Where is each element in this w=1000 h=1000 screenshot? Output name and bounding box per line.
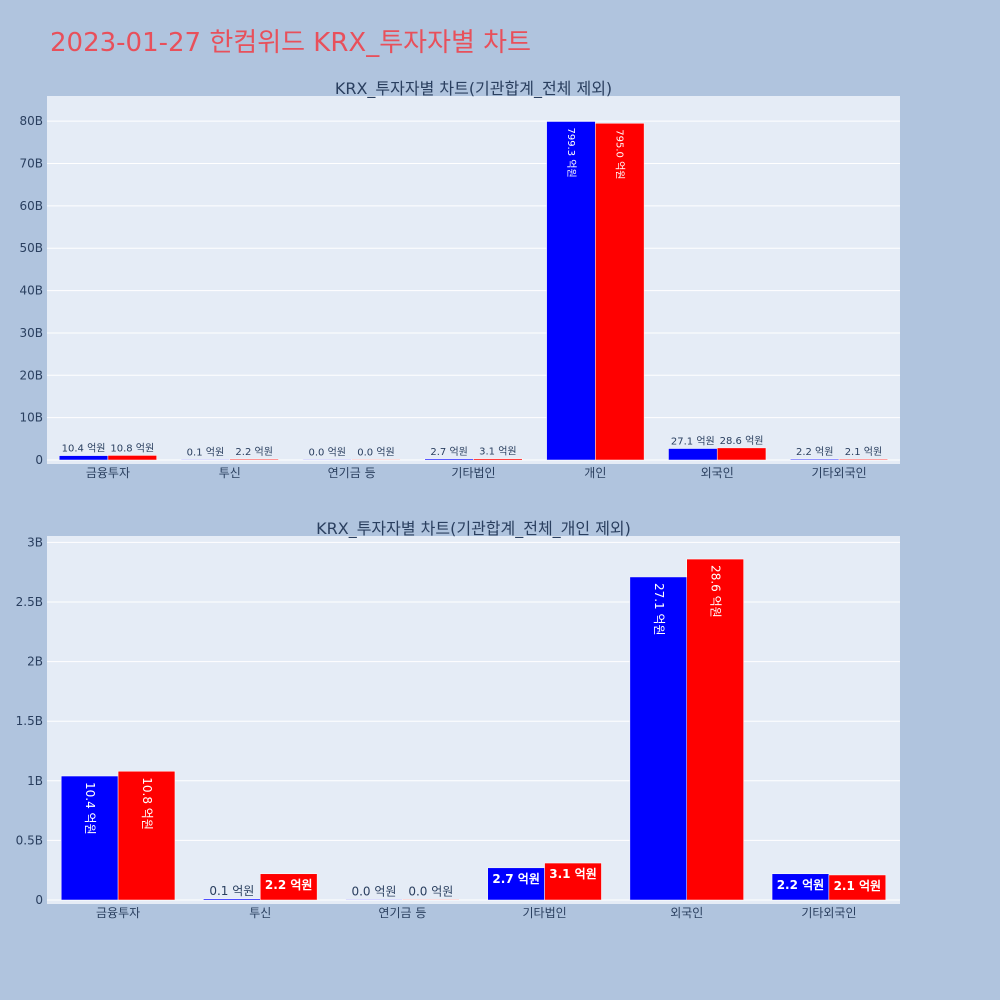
bar [544,862,602,901]
y-tick-label: 2.5B [16,595,43,609]
data-label: 10.8 억원 [140,777,154,830]
y-tick-label: 10B [19,411,43,425]
y-tick-label: 2B [27,655,43,669]
y-tick-label: 3B [27,535,43,549]
y-tick-label: 0 [35,893,43,907]
data-label: 28.6 억원 [709,565,723,618]
bar [58,455,109,461]
data-label: 2.2 억원 [265,878,313,892]
y-tick-label: 70B [19,157,43,171]
data-label: 0.1 억원 [187,446,224,458]
y-tick-label: 1B [27,774,43,788]
data-label: 2.7 억원 [492,872,540,886]
chart-2: 0 0.5B 1B 1.5B 2B 2.5B 3B KRX_투자자별 차트(기관합계_전체_개… [16,519,900,920]
data-label: 2.7 억원 [430,446,467,458]
y-tick-label: 0.5B [16,833,43,847]
data-label: 10.4 억원 [83,782,97,835]
y-tick-label: 50B [19,241,43,255]
y-tick-label: 30B [19,326,43,340]
y-tick-label: 0 [35,453,43,467]
data-label: 799.3 억원 [565,127,577,177]
bar [487,867,545,901]
data-label: 10.8 억원 [110,442,154,454]
bar [351,459,401,461]
x-tick-label: 개인 [584,466,606,480]
data-label: 2.2 억원 [235,446,272,458]
x-tick-label: 금융투자 [96,906,140,920]
bar [546,121,596,461]
data-label: 2.1 억원 [845,446,882,458]
x-tick-label: 연기금 등 [378,906,426,920]
bar [117,771,176,901]
x-tick-label: 기타외국인 [801,906,856,920]
bar [716,447,767,461]
x-tick-label: 기타법인 [451,466,495,480]
bar [302,459,352,461]
x-tick-label: 기타외국인 [811,466,866,480]
data-label: 0.0 억원 [351,884,396,898]
bar [828,874,887,901]
bar [686,558,744,901]
data-label: 27.1 억원 [671,436,715,448]
bar [345,899,403,901]
y-tick-label: 40B [19,284,43,298]
bar [180,459,231,461]
x-tick-label: 외국인 [701,466,734,480]
bar [668,448,718,461]
bar [790,458,840,461]
bar [203,898,261,901]
x-tick-label: 금융투자 [86,466,130,480]
plot-area [47,96,900,464]
data-label: 3.1 억원 [549,867,597,881]
bar [229,458,279,461]
data-label: 27.1 억원 [652,583,666,636]
bar [424,458,474,461]
data-label: 0.0 억원 [357,446,394,458]
x-tick-label: 투신 [219,466,241,480]
data-label: 10.4 억원 [62,443,106,455]
bar [107,455,157,461]
data-label: 0.0 억원 [408,884,453,898]
data-label: 2.2 억원 [777,878,825,892]
bar [771,873,830,901]
chart-title: KRX_투자자별 차트(기관합계_전체 제외) [335,79,612,99]
x-tick-label: 투신 [249,906,271,920]
data-label: 0.0 억원 [309,446,346,458]
y-tick-label: 80B [19,114,43,128]
bar [260,873,318,901]
bar [402,899,460,901]
bar [838,458,889,461]
data-label: 3.1 억원 [479,446,516,458]
bar [473,458,523,461]
page-title: 2023-01-27 한컴위드 KRX_투자자별 차트 [50,28,532,58]
y-tick-label: 20B [19,368,43,382]
data-label: 2.1 억원 [834,879,882,893]
data-label: 795.0 억원 [614,129,626,179]
x-tick-label: 외국인 [670,906,703,920]
data-label: 2.2 억원 [796,446,833,458]
chart-title: KRX_투자자별 차트(기관합계_전체_개인 제외) [316,519,631,539]
data-label: 28.6 억원 [720,435,764,447]
x-tick-label: 기타법인 [522,906,566,920]
x-tick-label: 연기금 등 [328,466,376,480]
y-tick-label: 1.5B [16,714,43,728]
bar [60,775,119,901]
plot-area [47,536,900,904]
bar [629,576,688,901]
data-label: 0.1 억원 [209,884,254,898]
y-tick-label: 60B [19,199,43,213]
chart-1: 0 10B 20B 30B 40B 50B 60B 70B 80B KRX_투자자별 차트(기관합… [19,79,900,480]
bar [595,123,645,461]
